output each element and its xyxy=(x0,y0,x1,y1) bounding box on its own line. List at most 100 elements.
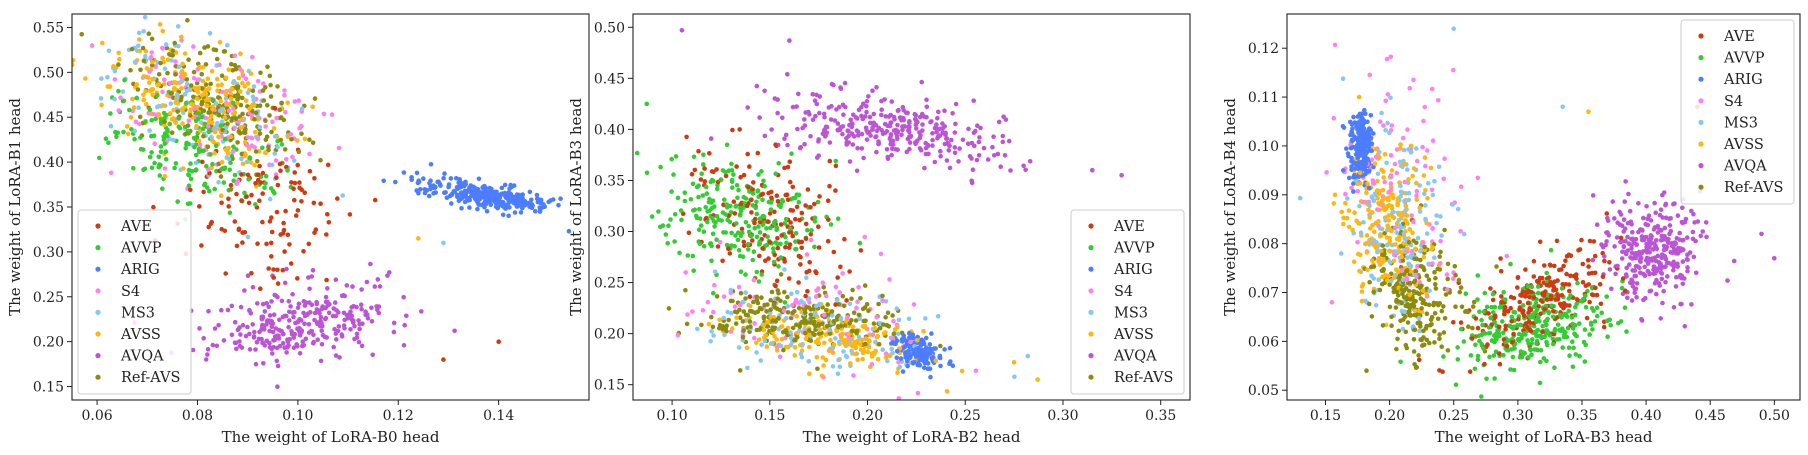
point-ref-avs xyxy=(666,306,672,311)
point-s4 xyxy=(282,88,287,93)
point-avvp xyxy=(163,149,169,154)
point-avqa xyxy=(206,309,211,314)
point-avvp xyxy=(675,195,681,201)
point-ms3 xyxy=(1438,214,1443,219)
point-avss xyxy=(1332,192,1338,198)
point-avqa xyxy=(882,130,888,136)
point-s4 xyxy=(284,157,289,162)
point-avqa xyxy=(912,116,918,122)
point-s4 xyxy=(1504,253,1510,259)
point-ave xyxy=(686,230,692,236)
y-tick-label: 0.15 xyxy=(33,380,64,396)
point-avqa xyxy=(1590,257,1596,263)
point-avqa xyxy=(370,352,376,358)
point-arig xyxy=(910,332,916,338)
point-avqa xyxy=(284,350,289,355)
point-arig xyxy=(476,201,481,207)
point-avvp xyxy=(1500,319,1505,324)
point-ref-avs xyxy=(683,288,688,293)
point-avqa xyxy=(1632,287,1638,292)
point-ms3 xyxy=(180,110,186,115)
point-ref-avs xyxy=(1380,323,1386,328)
point-ref-avs xyxy=(1381,266,1386,272)
point-avss xyxy=(1395,198,1400,204)
point-arig xyxy=(456,195,461,200)
point-avqa xyxy=(930,131,935,136)
point-avss xyxy=(235,101,240,106)
point-avss xyxy=(1369,258,1375,263)
point-avss xyxy=(137,48,143,54)
point-avqa xyxy=(783,132,789,138)
point-ref-avs xyxy=(213,47,219,53)
point-ref-avs xyxy=(795,335,800,340)
point-s4 xyxy=(1417,280,1422,285)
point-avqa xyxy=(1659,264,1664,270)
point-ave xyxy=(808,232,814,237)
point-avqa xyxy=(243,333,249,339)
point-avss xyxy=(1391,215,1397,220)
point-avvp xyxy=(1551,341,1556,347)
point-avqa xyxy=(357,326,362,332)
point-avss xyxy=(814,355,820,360)
point-ave xyxy=(1562,303,1568,309)
point-avvp xyxy=(263,181,268,186)
point-ave xyxy=(796,280,801,285)
point-avss xyxy=(1357,181,1363,186)
point-avvp xyxy=(1571,345,1576,351)
point-ave xyxy=(1523,321,1529,326)
point-s4 xyxy=(1414,158,1420,164)
point-avss xyxy=(295,138,300,143)
point-avvp xyxy=(242,190,247,196)
point-avqa xyxy=(364,279,370,285)
point-avvp xyxy=(793,239,798,244)
point-arig xyxy=(527,189,533,195)
point-avvp xyxy=(736,248,742,253)
point-arig xyxy=(488,192,494,198)
point-avqa xyxy=(1671,305,1677,310)
point-avss xyxy=(223,92,229,97)
point-avvp xyxy=(1486,325,1492,330)
y-tick-label: 0.40 xyxy=(33,155,64,171)
point-avss xyxy=(1373,220,1379,226)
point-ms3 xyxy=(741,299,746,305)
point-avss xyxy=(1391,258,1397,264)
point-avqa xyxy=(267,313,273,318)
point-ref-avs xyxy=(759,306,764,312)
point-ms3 xyxy=(257,124,263,130)
point-avss xyxy=(223,75,229,81)
point-avqa xyxy=(922,165,927,171)
y-tick-label: 0.45 xyxy=(33,110,64,126)
point-ref-avs xyxy=(1391,289,1397,295)
point-avss xyxy=(1385,203,1391,209)
point-arig xyxy=(558,196,563,201)
point-avss xyxy=(1356,94,1362,100)
point-ms3 xyxy=(272,151,278,156)
point-avqa xyxy=(232,319,238,325)
point-avqa xyxy=(221,338,227,343)
point-avss xyxy=(162,174,168,179)
point-avvp xyxy=(1529,352,1534,358)
point-ms3 xyxy=(275,144,281,150)
point-avss xyxy=(1413,246,1418,252)
point-avss xyxy=(141,97,146,103)
point-avqa xyxy=(967,154,973,159)
point-ave xyxy=(775,199,781,204)
point-avss xyxy=(1384,278,1390,283)
point-avvp xyxy=(246,177,251,182)
point-ave xyxy=(269,215,274,220)
point-ms3 xyxy=(789,291,794,297)
point-avqa xyxy=(889,152,894,158)
point-avss xyxy=(179,34,184,40)
point-arig xyxy=(917,362,923,368)
point-ms3 xyxy=(1377,226,1383,231)
point-ref-avs xyxy=(876,341,882,347)
point-avvp xyxy=(776,203,782,208)
point-avss xyxy=(1586,109,1591,114)
point-ref-avs xyxy=(710,324,716,330)
point-avqa xyxy=(264,338,270,344)
point-ref-avs xyxy=(790,310,795,316)
point-ref-avs xyxy=(225,121,230,126)
point-ref-avs xyxy=(752,310,758,316)
point-avqa xyxy=(1633,255,1638,261)
point-avqa xyxy=(1644,204,1649,209)
